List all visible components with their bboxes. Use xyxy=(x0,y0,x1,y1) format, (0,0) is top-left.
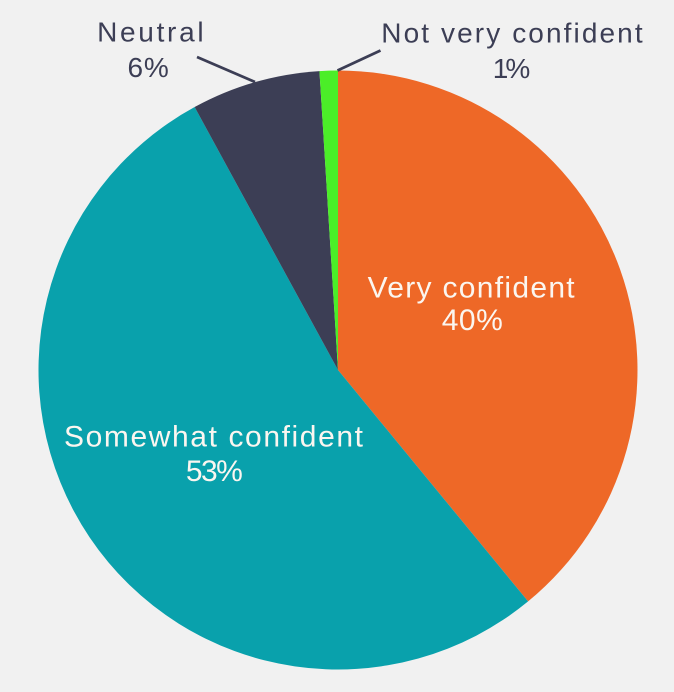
svg-text:Not very confident: Not very confident xyxy=(381,18,644,49)
svg-text:Somewhat confident: Somewhat confident xyxy=(64,421,365,454)
svg-text:Neutral: Neutral xyxy=(97,17,206,48)
svg-text:1%: 1% xyxy=(493,53,530,84)
svg-text:40%: 40% xyxy=(442,304,504,337)
svg-text:53%: 53% xyxy=(186,455,242,488)
svg-text:Very confident: Very confident xyxy=(368,272,576,305)
svg-text:6%: 6% xyxy=(127,52,169,83)
